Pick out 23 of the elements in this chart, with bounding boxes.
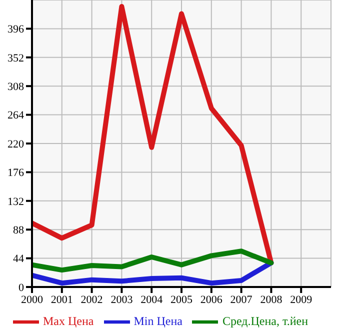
- x-tick-label: 2008: [260, 294, 283, 306]
- y-tick-label: 0: [18, 282, 24, 294]
- y-tick-label: 44: [13, 253, 24, 266]
- x-tick-label: 2006: [200, 294, 223, 306]
- y-tick-label: 88: [13, 224, 24, 237]
- x-tick-label: 2009: [290, 294, 313, 306]
- x-tick-label: 2003: [110, 294, 134, 306]
- y-tick-label: 396: [8, 24, 24, 36]
- x-tick-label: 2001: [50, 294, 73, 306]
- x-tick-label: 2004: [140, 294, 164, 306]
- legend-label: Max Цена: [42, 314, 94, 328]
- legend-label: Сред.Цена, т.йен: [222, 314, 308, 328]
- y-tick-label: 132: [8, 196, 24, 208]
- y-tick-label: 308: [8, 81, 24, 94]
- x-tick-label: 2005: [170, 294, 193, 306]
- x-tick-label: 2002: [80, 294, 103, 306]
- y-tick-label: 176: [8, 167, 24, 180]
- y-tick-label: 220: [8, 138, 24, 150]
- x-tick-label: 2000: [21, 294, 44, 306]
- y-tick-label: 352: [8, 52, 24, 64]
- legend-label: Min Цена: [134, 314, 182, 328]
- y-tick-label: 264: [8, 110, 24, 122]
- x-tick-label: 2007: [230, 294, 253, 306]
